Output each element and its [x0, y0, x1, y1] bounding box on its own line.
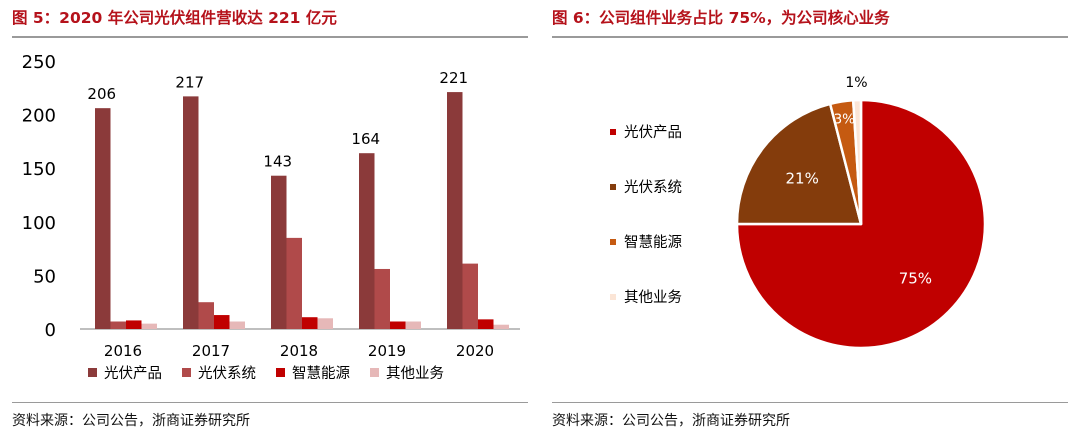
y-tick-label: 150 — [22, 159, 56, 180]
bar-figure-title: 图 5：2020 年公司光伏组件营收达 221 亿元 — [12, 9, 337, 27]
pie-data-label: 75% — [899, 269, 932, 287]
legend-label: 光伏系统 — [198, 365, 256, 382]
pie-legend-label: 光伏产品 — [624, 124, 682, 141]
bar-2018-series-1 — [271, 175, 287, 329]
legend-swatch — [276, 368, 285, 377]
bar-2019-series-3 — [390, 321, 406, 329]
pie-legend-swatch — [610, 239, 616, 245]
legend-label: 光伏产品 — [104, 365, 162, 382]
bar-2018-series-2 — [286, 237, 302, 329]
bar-data-label: 143 — [263, 153, 292, 171]
pie-figure-title: 图 6：公司组件业务占比 75%，为公司核心业务 — [552, 9, 890, 27]
pie-labels-layer: 75% 21% 3% 1% — [786, 75, 933, 287]
pie-legend-swatch — [610, 184, 616, 190]
legend-label: 智慧能源 — [292, 365, 350, 382]
pie-title-rule — [552, 36, 1068, 38]
pie-source-note: 资料来源：公司公告，浙商证券研究所 — [552, 413, 790, 429]
bar-2020-series-2 — [462, 263, 478, 329]
pie-data-label: 3% — [834, 112, 856, 128]
bar-source-rule — [12, 402, 528, 403]
legend-label: 其他业务 — [386, 365, 444, 382]
x-tick-label: 2019 — [368, 342, 406, 360]
bar-data-label: 221 — [439, 69, 468, 87]
pie-slices-layer — [735, 98, 987, 350]
bar-data-label: 164 — [351, 130, 380, 148]
pie-legend-label: 光伏系统 — [624, 179, 682, 196]
bar-data-label: 206 — [87, 85, 116, 103]
y-tick-label: 200 — [22, 106, 56, 127]
bar-2016-series-4 — [141, 323, 157, 329]
bar-2018-series-4 — [317, 318, 333, 329]
legend-swatch — [182, 368, 191, 377]
y-tick-label: 250 — [22, 52, 56, 73]
bar-title-rule — [12, 36, 528, 38]
bar-2017-series-3 — [214, 315, 230, 329]
pie-legend-swatch — [610, 129, 616, 135]
bar-source-note: 资料来源：公司公告，浙商证券研究所 — [12, 413, 250, 429]
bar-data-label: 217 — [175, 73, 204, 91]
bar-labels-layer: 2016 206 2017 217 2018 143 2019 164 2020 221 — [87, 69, 494, 360]
bar-2017-series-2 — [198, 302, 214, 329]
pie-legend-label: 智慧能源 — [624, 234, 682, 251]
bar-2020-series-4 — [493, 324, 509, 329]
bar-legend-layer: 光伏产品 光伏系统 智慧能源 其他业务 — [88, 365, 444, 382]
bar-2020-series-1 — [447, 92, 463, 329]
legend-swatch — [88, 368, 97, 377]
bar-2016-series-2 — [110, 321, 126, 329]
pie-slice-4 — [851, 98, 863, 226]
bar-marks-layer — [95, 92, 509, 329]
pie-data-label: 21% — [786, 169, 819, 187]
bar-2018-series-3 — [302, 317, 318, 329]
pie-legend-label: 其他业务 — [624, 289, 682, 306]
pie-source-rule — [552, 402, 1068, 403]
x-tick-label: 2020 — [456, 342, 494, 360]
pie-slice-2 — [735, 102, 863, 226]
legend-swatch — [370, 368, 379, 377]
y-tick-label: 50 — [33, 266, 56, 287]
bar-2019-series-2 — [374, 268, 390, 329]
bar-2016-series-3 — [126, 320, 142, 329]
bar-2019-series-4 — [405, 321, 421, 329]
bar-axis-layer: 0 50 100 150 200 250 — [22, 52, 520, 341]
x-tick-label: 2018 — [280, 342, 318, 360]
bar-2019-series-1 — [359, 153, 375, 329]
x-tick-label: 2016 — [104, 342, 142, 360]
y-tick-label: 100 — [22, 213, 56, 234]
bar-2020-series-3 — [478, 319, 494, 329]
x-tick-label: 2017 — [192, 342, 230, 360]
bar-2017-series-1 — [183, 96, 199, 329]
bar-2016-series-1 — [95, 108, 111, 329]
bar-2017-series-4 — [229, 321, 245, 329]
pie-data-label: 1% — [845, 75, 867, 91]
pie-legend-swatch — [610, 294, 616, 300]
y-tick-label: 0 — [45, 320, 56, 341]
